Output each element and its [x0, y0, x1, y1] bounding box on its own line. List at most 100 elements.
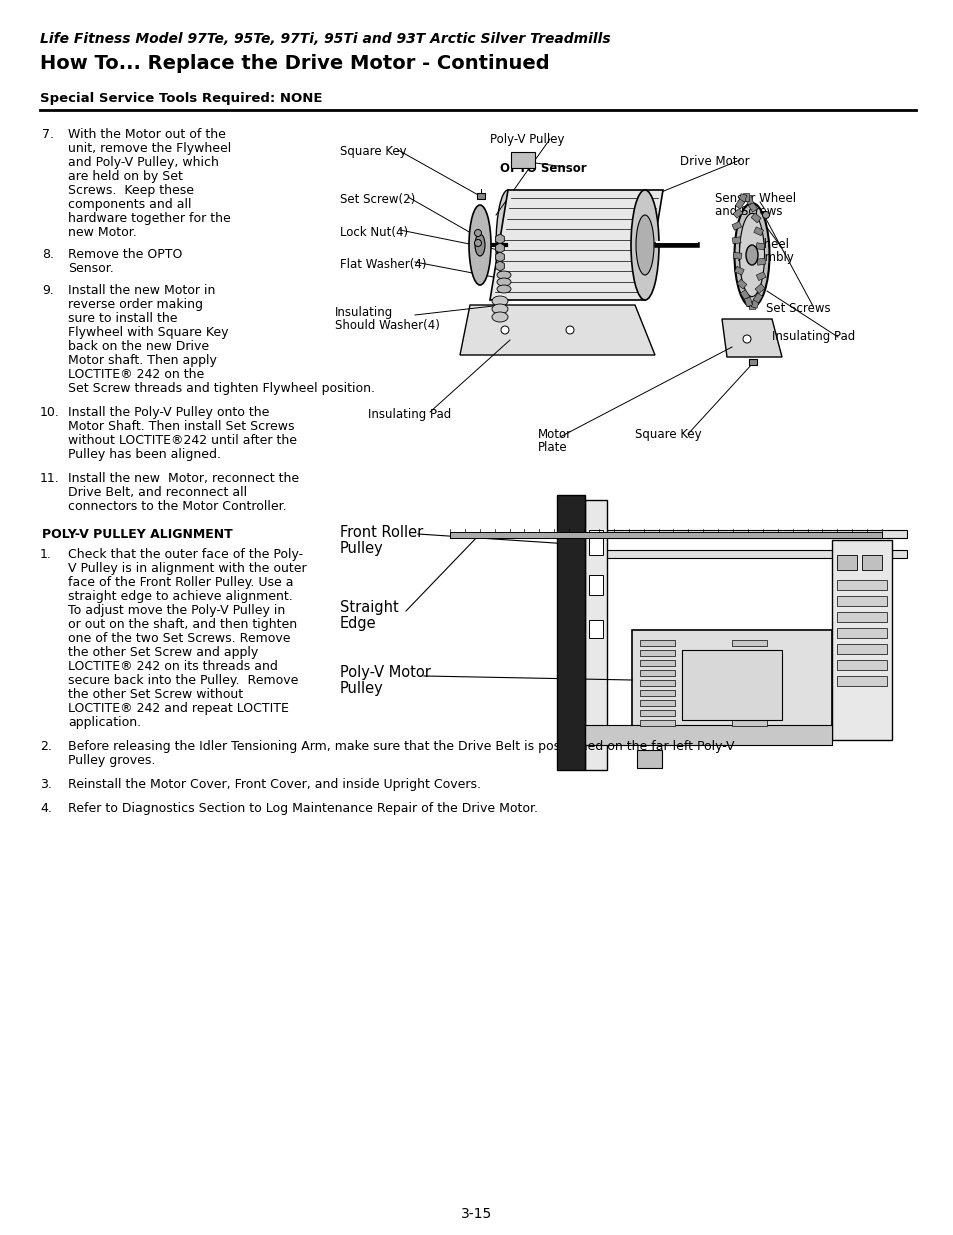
Text: Front Roller: Front Roller — [339, 525, 423, 540]
Text: Insulating Pad: Insulating Pad — [368, 408, 451, 421]
Bar — [450, 532, 882, 538]
Bar — [743, 298, 752, 306]
Text: Install the Poly-V Pulley onto the: Install the Poly-V Pulley onto the — [68, 406, 269, 419]
Text: LOCTITE® 242 on its threads and: LOCTITE® 242 on its threads and — [68, 659, 277, 673]
Polygon shape — [496, 233, 504, 245]
Text: Install the new Motor in: Install the new Motor in — [68, 284, 215, 296]
Text: Insulating: Insulating — [335, 306, 393, 319]
Text: Square Key: Square Key — [339, 144, 406, 158]
Ellipse shape — [745, 245, 758, 266]
Text: connectors to the Motor Controller.: connectors to the Motor Controller. — [68, 500, 286, 513]
Text: Flywheel: Flywheel — [738, 238, 789, 251]
Text: the other Set Screw and apply: the other Set Screw and apply — [68, 646, 258, 659]
Bar — [581, 530, 906, 538]
Bar — [731, 720, 766, 726]
Ellipse shape — [630, 190, 659, 300]
Bar — [639, 680, 675, 685]
Text: 4.: 4. — [40, 802, 51, 815]
Ellipse shape — [636, 215, 654, 275]
Bar — [836, 629, 886, 638]
Text: Pulley groves.: Pulley groves. — [68, 755, 155, 767]
Bar — [557, 495, 584, 769]
Text: Refer to Diagnostics Section to Log Maintenance Repair of the Drive Motor.: Refer to Diagnostics Section to Log Main… — [68, 802, 537, 815]
Ellipse shape — [761, 211, 769, 219]
Ellipse shape — [474, 240, 481, 247]
Bar — [836, 597, 886, 606]
Bar — [731, 659, 766, 666]
Text: face of the Front Roller Pulley. Use a: face of the Front Roller Pulley. Use a — [68, 576, 294, 589]
Text: With the Motor out of the: With the Motor out of the — [68, 128, 226, 141]
Bar — [742, 193, 748, 201]
Bar — [754, 284, 764, 294]
Ellipse shape — [475, 233, 484, 256]
Ellipse shape — [739, 214, 763, 296]
Bar — [831, 540, 891, 740]
Text: and Screws: and Screws — [714, 205, 781, 219]
Text: Square Key: Square Key — [635, 429, 700, 441]
Text: Life Fitness Model 97Te, 95Te, 97Ti, 95Ti and 93T Arctic Silver Treadmills: Life Fitness Model 97Te, 95Te, 97Ti, 95T… — [40, 32, 610, 46]
Text: reverse order making: reverse order making — [68, 298, 203, 311]
Bar — [639, 659, 675, 666]
Bar — [731, 680, 766, 685]
Text: POLY-V PULLEY ALIGNMENT: POLY-V PULLEY ALIGNMENT — [42, 529, 233, 541]
Ellipse shape — [742, 335, 750, 343]
Text: 2.: 2. — [40, 740, 51, 753]
Bar — [639, 671, 675, 676]
Bar — [732, 237, 740, 243]
Bar — [731, 650, 766, 656]
Bar — [750, 299, 759, 309]
Polygon shape — [721, 319, 781, 357]
Text: Sensor.: Sensor. — [68, 262, 113, 275]
Text: Assembly: Assembly — [738, 251, 794, 264]
Bar — [731, 690, 766, 697]
Ellipse shape — [474, 230, 481, 236]
Text: the other Set Screw without: the other Set Screw without — [68, 688, 243, 701]
Text: and Poly-V Pulley, which: and Poly-V Pulley, which — [68, 156, 218, 169]
Text: LOCTITE® 242 on the: LOCTITE® 242 on the — [68, 368, 204, 382]
Text: 3-15: 3-15 — [461, 1207, 492, 1221]
Bar — [747, 203, 757, 212]
Text: Screws.  Keep these: Screws. Keep these — [68, 184, 193, 198]
Text: Set Screw threads and tighten Flywheel position.: Set Screw threads and tighten Flywheel p… — [68, 382, 375, 395]
Bar — [738, 194, 746, 203]
Text: back on the new Drive: back on the new Drive — [68, 340, 209, 353]
Bar — [836, 643, 886, 655]
Text: OPTO Sensor: OPTO Sensor — [499, 162, 586, 175]
Bar — [639, 720, 675, 726]
Bar — [748, 301, 754, 309]
Ellipse shape — [565, 326, 574, 333]
Bar — [836, 659, 886, 671]
Bar — [588, 576, 602, 595]
Text: 3.: 3. — [40, 778, 51, 790]
Polygon shape — [496, 243, 504, 253]
Polygon shape — [496, 252, 504, 262]
Text: Reinstall the Motor Cover, Front Cover, and inside Upright Covers.: Reinstall the Motor Cover, Front Cover, … — [68, 778, 480, 790]
Ellipse shape — [734, 203, 769, 308]
Text: Poly-V Pulley: Poly-V Pulley — [490, 133, 564, 146]
Bar — [836, 580, 886, 590]
Text: LOCTITE® 242 and repeat LOCTITE: LOCTITE® 242 and repeat LOCTITE — [68, 701, 289, 715]
Text: To adjust move the Poly-V Pulley in: To adjust move the Poly-V Pulley in — [68, 604, 285, 618]
Text: Insulating Pad: Insulating Pad — [771, 330, 854, 343]
Text: Flat Washer(4): Flat Washer(4) — [339, 258, 426, 270]
Text: Pulley: Pulley — [339, 680, 383, 697]
Bar — [836, 613, 886, 622]
Text: 8.: 8. — [42, 248, 54, 261]
Text: straight edge to achieve alignment.: straight edge to achieve alignment. — [68, 590, 293, 603]
Bar — [588, 530, 602, 555]
Ellipse shape — [492, 312, 507, 322]
Text: 7.: 7. — [42, 128, 54, 141]
Bar — [753, 293, 761, 303]
Bar — [731, 710, 766, 716]
Bar — [753, 227, 762, 236]
Ellipse shape — [497, 278, 511, 287]
Text: 10.: 10. — [40, 406, 60, 419]
Ellipse shape — [500, 326, 509, 333]
Text: sure to install the: sure to install the — [68, 312, 177, 325]
Bar — [756, 272, 765, 280]
Text: unit, remove the Flywheel: unit, remove the Flywheel — [68, 142, 231, 156]
Text: Lock Nut(4): Lock Nut(4) — [339, 226, 408, 240]
Text: without LOCTITE®242 until after the: without LOCTITE®242 until after the — [68, 433, 296, 447]
Text: Should Washer(4): Should Washer(4) — [335, 319, 439, 332]
Text: Poly-V Motor: Poly-V Motor — [339, 664, 431, 680]
